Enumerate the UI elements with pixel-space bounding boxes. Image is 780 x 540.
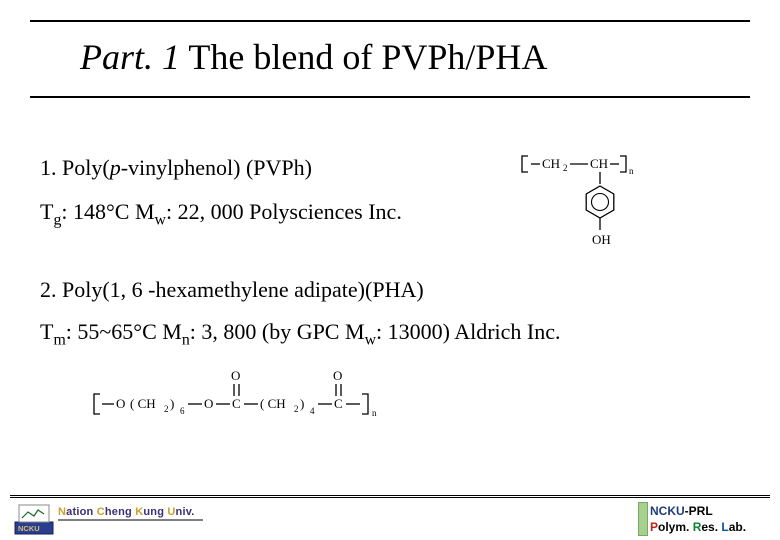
ncku-logo-icon: NCKU (14, 502, 54, 536)
footer-right-line2: Polym. Res. Lab. (650, 520, 768, 536)
svg-text:O: O (231, 368, 240, 383)
svg-text:CH: CH (590, 156, 608, 171)
svg-text:O: O (116, 396, 125, 411)
svg-text:( CH: ( CH (130, 396, 156, 411)
footer-right-block: NCKU-PRL Polym. Res. Lab. (638, 502, 768, 534)
footer-left-label: Nation Cheng Kung Univ. (58, 506, 203, 522)
rule-bottom (10, 495, 770, 499)
item2-label: 2. Poly(1, 6 -hexamethylene adipate)(PHA… (40, 277, 740, 303)
svg-text:): ) (170, 396, 174, 411)
svg-text:CH: CH (542, 156, 560, 171)
rule-under-title (30, 96, 750, 98)
title-part: Part. 1 (80, 37, 180, 77)
svg-text:OH: OH (592, 232, 611, 247)
pvph-structure: CH 2 CH n OH (510, 152, 660, 250)
rule-top (30, 20, 750, 22)
title-rest: The blend of PVPh/PHA (188, 37, 547, 77)
svg-text:6: 6 (180, 406, 185, 416)
svg-text:( CH: ( CH (260, 396, 286, 411)
svg-text:C: C (334, 396, 343, 411)
svg-text:2: 2 (164, 404, 169, 414)
page-title: Part. 1 The blend of PVPh/PHA (80, 36, 700, 78)
item2-block: 2. Poly(1, 6 -hexamethylene adipate)(PHA… (40, 277, 740, 349)
svg-text:O: O (333, 368, 342, 383)
svg-text:2: 2 (563, 163, 568, 173)
svg-text:C: C (232, 396, 241, 411)
svg-text:n: n (372, 408, 377, 418)
item2-properties: Tm: 55~65°C Mn: 3, 800 (by GPC Mw: 13000… (40, 319, 740, 349)
svg-text:4: 4 (310, 406, 315, 416)
footer-right-line1: NCKU-PRL (650, 504, 768, 520)
svg-text:n: n (629, 166, 634, 176)
svg-text:NCKU: NCKU (18, 524, 40, 533)
svg-text:2: 2 (294, 404, 299, 414)
pha-structure: O ( CH 2 ) 6 O C O ( CH 2 ) 4 C O n (80, 360, 460, 440)
svg-text:O: O (204, 396, 213, 411)
svg-text:): ) (300, 396, 304, 411)
